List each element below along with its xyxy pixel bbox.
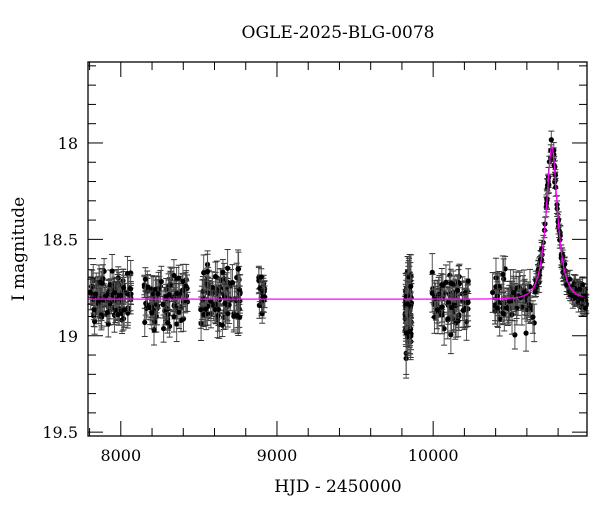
data-points bbox=[87, 130, 590, 379]
x-axis: 8000 9000 10000 bbox=[89, 62, 559, 465]
y-axis-label: I magnitude bbox=[9, 197, 29, 301]
x-tick-label: 8000 bbox=[100, 446, 141, 465]
y-tick-label: 18.5 bbox=[42, 230, 78, 249]
y-tick-label: 19 bbox=[58, 327, 78, 346]
plot-frame bbox=[87, 61, 588, 437]
model-curve bbox=[88, 145, 587, 300]
x-axis-label: HJD - 2450000 bbox=[274, 477, 402, 497]
y-tick-label: 19.5 bbox=[42, 423, 78, 442]
y-axis: 18 18.5 19 19.5 bbox=[42, 65, 587, 442]
x-tick-label: 10000 bbox=[408, 446, 459, 465]
chart-title: OGLE-2025-BLG-0078 bbox=[242, 23, 435, 43]
y-tick-label: 18 bbox=[58, 134, 78, 153]
x-tick-label: 9000 bbox=[257, 446, 298, 465]
